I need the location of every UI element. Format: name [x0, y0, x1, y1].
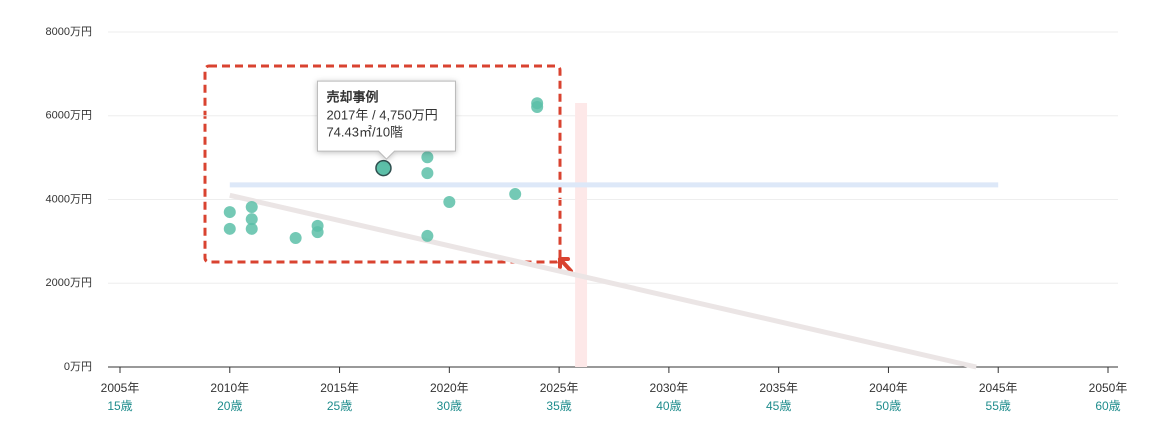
x-age-label: 25歳: [327, 399, 352, 413]
trend-line: [229, 192, 977, 370]
x-tick-label: 2015年: [320, 381, 359, 395]
tooltip: 売却事例 2017年 / 4,750万円 74.43㎡/10階: [316, 80, 456, 160]
y-tick-label: 6000万円: [46, 110, 92, 122]
data-point: [421, 167, 434, 180]
y-tick-label: 4000万円: [46, 193, 92, 205]
y-tick-label: 0万円: [64, 361, 92, 373]
x-age-label: 20歳: [217, 399, 242, 413]
x-age-label: 60歳: [1095, 399, 1120, 413]
x-tick-label: 2040年: [869, 381, 908, 395]
x-age-label: 30歳: [437, 399, 462, 413]
x-tick-label: 2005年: [101, 381, 140, 395]
x-age-label: 15歳: [107, 399, 132, 413]
x-age-label: 35歳: [546, 399, 571, 413]
data-point: [375, 159, 392, 177]
x-age-label: 45歳: [766, 399, 791, 413]
highlight-box: [203, 64, 562, 264]
data-point: [223, 206, 236, 219]
x-tick-label: 2010年: [210, 381, 249, 395]
data-point: [421, 229, 434, 242]
tooltip-box: [316, 80, 456, 160]
data-point: [289, 232, 302, 245]
x-tick-label: 2020年: [430, 381, 469, 395]
x-age-label: 50歳: [876, 399, 901, 413]
x-age-label: 40歳: [656, 399, 681, 413]
data-point: [245, 222, 258, 235]
x-age-label: 55歳: [986, 399, 1011, 413]
x-tick-label: 2025年: [540, 381, 579, 395]
x-tick-label: 2030年: [650, 381, 689, 395]
data-point: [245, 213, 258, 226]
data-point: [311, 226, 324, 239]
data-point: [509, 188, 522, 201]
x-tick-label: 2045年: [979, 381, 1018, 395]
y-tick-label: 2000万円: [46, 277, 92, 289]
data-point: [443, 196, 456, 209]
highlight-arrow: [558, 257, 573, 273]
tooltip-title: 売却事例: [326, 90, 378, 105]
x-tick-label: 2035年: [759, 381, 798, 395]
data-point: [245, 201, 258, 214]
x-tick-label: 2050年: [1089, 381, 1128, 395]
y-tick-label: 8000万円: [46, 26, 92, 38]
data-point: [421, 151, 434, 164]
data-point: [223, 222, 236, 235]
tooltip-line: 74.43㎡/10階: [326, 125, 403, 140]
tooltip-line: 2017年 / 4,750万円: [326, 108, 437, 123]
data-point: [531, 100, 544, 113]
